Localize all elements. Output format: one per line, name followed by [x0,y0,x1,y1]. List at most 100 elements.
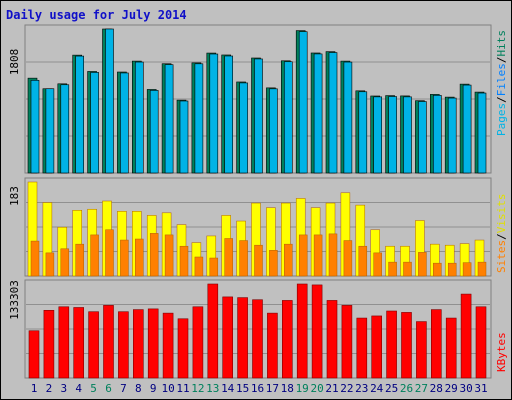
bar-files-8 [135,61,144,174]
bar-files-21 [328,52,338,174]
legend-kbytes: KBytes [495,332,508,372]
bar-files-22 [343,61,353,174]
x-tick-15: 15 [236,382,249,395]
bar-kbytes-28 [430,309,442,379]
bar-sites-22 [343,240,353,277]
bar-files-7 [120,72,129,174]
x-tick-28: 28 [430,382,443,395]
bar-sites-11 [179,245,189,277]
x-tick-30: 30 [459,382,472,395]
bar-sites-31 [477,261,487,277]
bar-sites-8 [135,238,144,277]
legend-sites: Sites [495,240,508,273]
bar-files-30 [462,84,472,174]
x-tick-12: 12 [191,382,204,395]
bar-files-1 [30,79,40,174]
x-tick-29: 29 [445,382,458,395]
legend-sep3: / [495,233,508,240]
x-tick-14: 14 [221,382,235,395]
bar-files-17 [269,88,278,174]
bar-files-16 [254,58,263,174]
bar-files-2 [45,88,55,174]
bar-files-20 [313,53,323,174]
bar-files-29 [447,97,457,174]
legend-top: Pages/Files/Hits [495,30,508,136]
bar-kbytes-15 [237,297,248,379]
bar-files-13 [209,53,219,174]
bar-files-10 [164,64,174,174]
bar-kbytes-16 [252,299,263,379]
x-tick-21: 21 [325,382,338,395]
legend-sep1: / [495,96,508,103]
x-tick-26: 26 [400,382,413,395]
bar-sites-25 [388,261,397,277]
x-tick-16: 16 [251,382,264,395]
bar-sites-14 [224,238,233,277]
x-tick-31: 31 [474,382,487,395]
bar-kbytes-10 [162,312,174,379]
bar-kbytes-3 [58,306,70,379]
bar-kbytes-9 [147,308,159,379]
bar-sites-29 [447,262,457,277]
bar-kbytes-18 [281,300,293,379]
bar-sites-16 [254,244,263,277]
bar-files-27 [418,101,427,174]
bar-kbytes-11 [177,318,189,379]
bar-kbytes-13 [207,283,219,379]
bar-sites-1 [30,240,40,277]
bar-kbytes-7 [118,311,129,379]
mid-max-label: 183 [8,186,21,206]
bar-kbytes-2 [43,310,55,379]
bar-kbytes-21 [326,300,338,379]
bar-kbytes-26 [401,312,412,379]
x-tick-9: 9 [150,382,157,395]
x-tick-1: 1 [31,382,38,395]
x-tick-27: 27 [415,382,428,395]
bar-sites-24 [373,252,382,277]
bar-kbytes-22 [341,305,353,379]
chart-title: Daily usage for July 2014 [6,8,187,22]
bar-sites-23 [358,245,368,277]
x-tick-labels: 1 2 3 4 5 6 7 8 9 10 11 12 13 14 15 16 17 18 19 20 21 22 23 24 2… [31,382,488,395]
legend-files: Files [495,63,508,96]
top-max-label: 1808 [8,49,21,76]
bar-files-23 [358,91,368,174]
bars-layer [27,28,487,379]
x-tick-3: 3 [60,382,67,395]
bar-kbytes-24 [371,315,383,379]
bar-sites-5 [90,234,99,277]
bar-kbytes-14 [222,296,233,379]
bar-kbytes-31 [475,306,487,379]
bar-sites-13 [209,257,219,277]
bar-files-5 [90,72,99,174]
x-tick-25: 25 [385,382,398,395]
bar-kbytes-30 [460,293,472,379]
bar-kbytes-29 [445,317,457,379]
bar-sites-10 [164,234,174,277]
bar-sites-2 [45,252,55,277]
bar-sites-28 [433,262,442,277]
bar-sites-12 [194,256,204,277]
x-tick-10: 10 [161,382,174,395]
x-tick-19: 19 [296,382,309,395]
x-tick-23: 23 [355,382,368,395]
bar-files-25 [388,96,397,174]
x-tick-2: 2 [46,382,53,395]
bar-sites-30 [462,262,472,277]
bar-kbytes-23 [356,317,368,379]
bar-kbytes-12 [192,306,204,379]
bar-kbytes-6 [103,305,114,379]
bar-sites-4 [75,243,84,277]
bar-sites-19 [298,234,308,277]
bar-kbytes-19 [296,283,308,379]
legend-sep2: / [495,57,508,64]
x-tick-24: 24 [370,382,384,395]
bar-files-28 [432,95,442,174]
bar-files-24 [373,96,383,174]
bar-files-3 [60,84,70,174]
bar-sites-9 [149,233,159,277]
x-tick-4: 4 [75,382,82,395]
bar-files-9 [149,90,159,174]
x-tick-11: 11 [176,382,189,395]
